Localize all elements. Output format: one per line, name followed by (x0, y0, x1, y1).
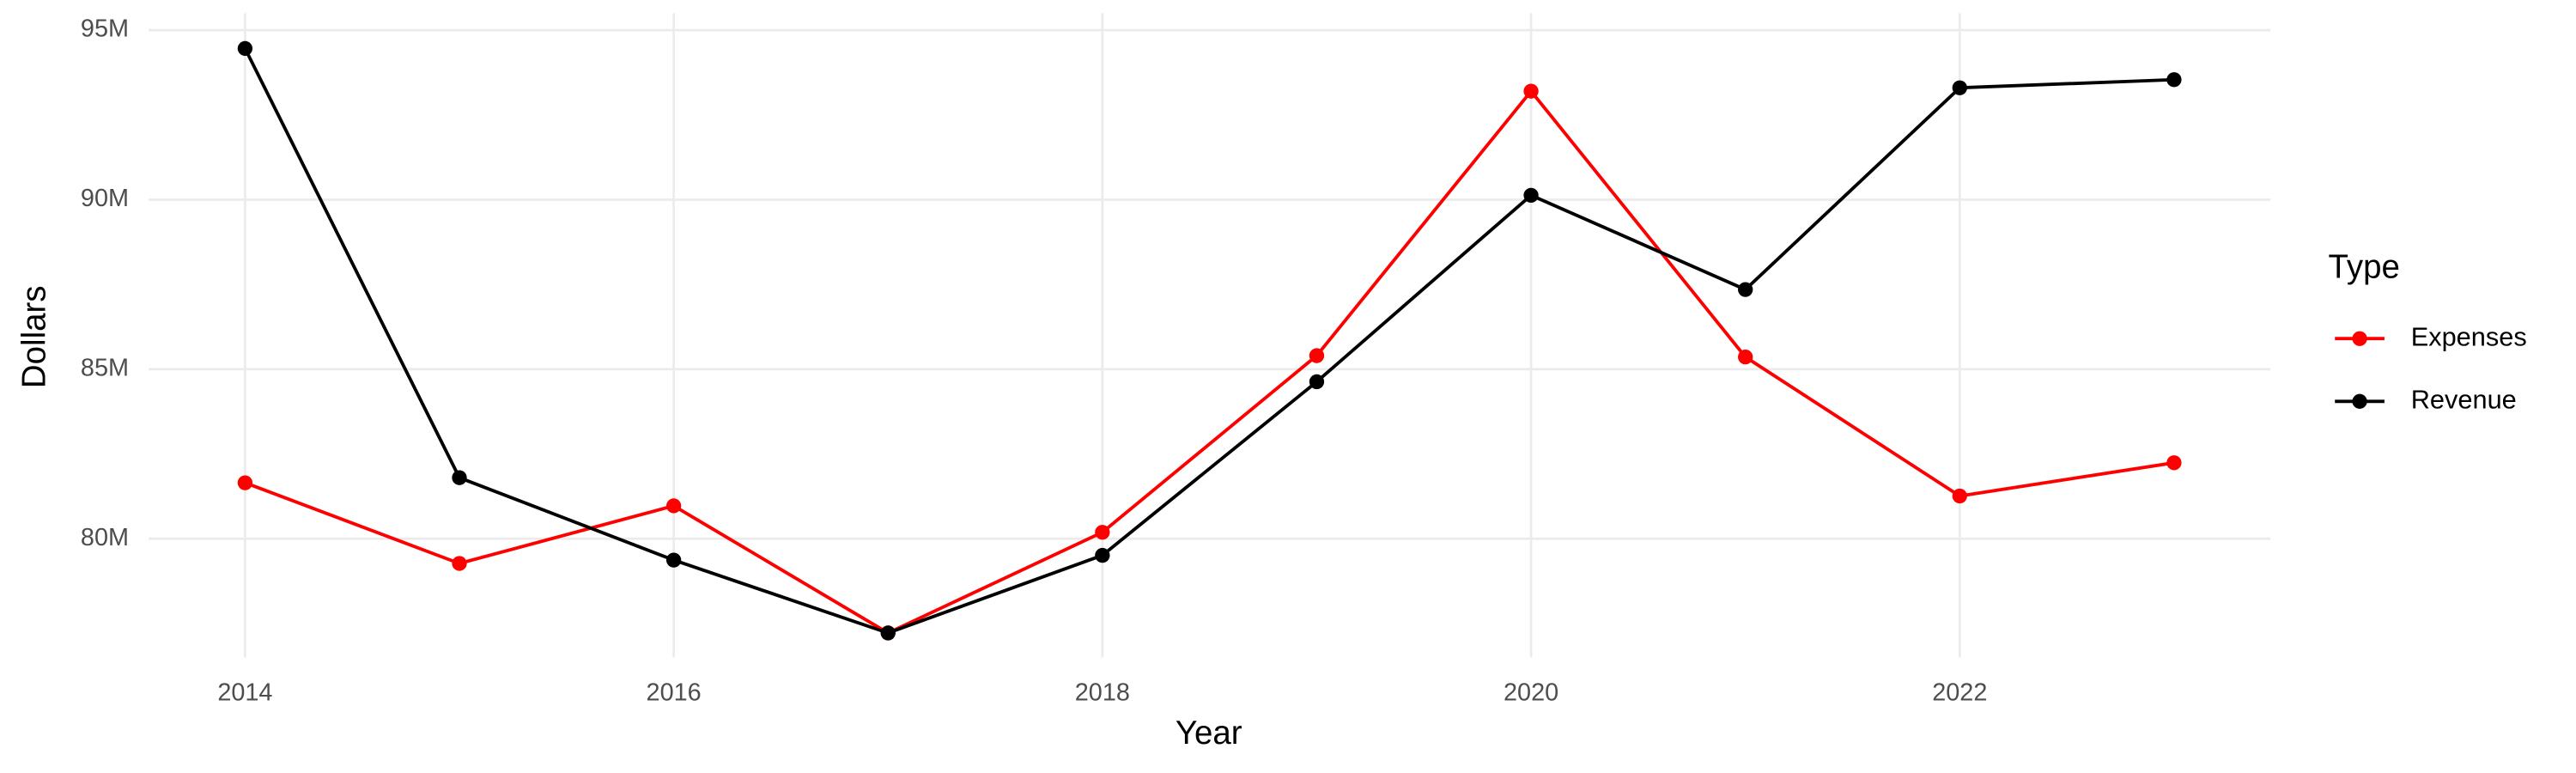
legend-label: Revenue (2411, 384, 2517, 414)
x-tick-label: 2020 (1504, 679, 1558, 706)
data-point (237, 40, 253, 57)
data-point (1738, 349, 1753, 365)
y-tick-label: 80M (81, 524, 129, 551)
data-point (665, 552, 682, 568)
data-point (2166, 455, 2182, 471)
data-point (1309, 374, 1325, 390)
series-line (244, 88, 2175, 636)
legend-key-point (2352, 393, 2367, 409)
y-axis-title: Dollars (15, 285, 52, 388)
legend-key-point (2352, 331, 2367, 346)
x-tick-label: 2014 (217, 679, 272, 706)
data-point (237, 475, 253, 490)
legend-label: Expenses (2411, 321, 2527, 351)
y-tick-label: 90M (81, 185, 129, 212)
data-point (1952, 80, 1967, 95)
data-point (1095, 525, 1110, 540)
data-point (1523, 83, 1539, 99)
x-tick-label: 2018 (1075, 679, 1130, 706)
data-point (1523, 187, 1539, 204)
data-point (452, 556, 467, 571)
data-point (880, 625, 896, 641)
data-point (1095, 547, 1110, 563)
data-point (665, 498, 682, 514)
data-point (1952, 488, 1967, 504)
series-line (243, 47, 2174, 636)
x-axis-title: Year (1176, 715, 1242, 752)
data-point (1738, 282, 1753, 297)
data-point (1309, 348, 1325, 363)
x-tick-label: 2022 (1932, 679, 1987, 706)
legend-title: Type (2329, 249, 2400, 286)
y-tick-label: 85M (81, 354, 129, 381)
data-point (452, 470, 467, 485)
x-tick-label: 2016 (647, 679, 702, 706)
y-tick-label: 95M (81, 15, 129, 43)
data-point (2166, 72, 2182, 88)
